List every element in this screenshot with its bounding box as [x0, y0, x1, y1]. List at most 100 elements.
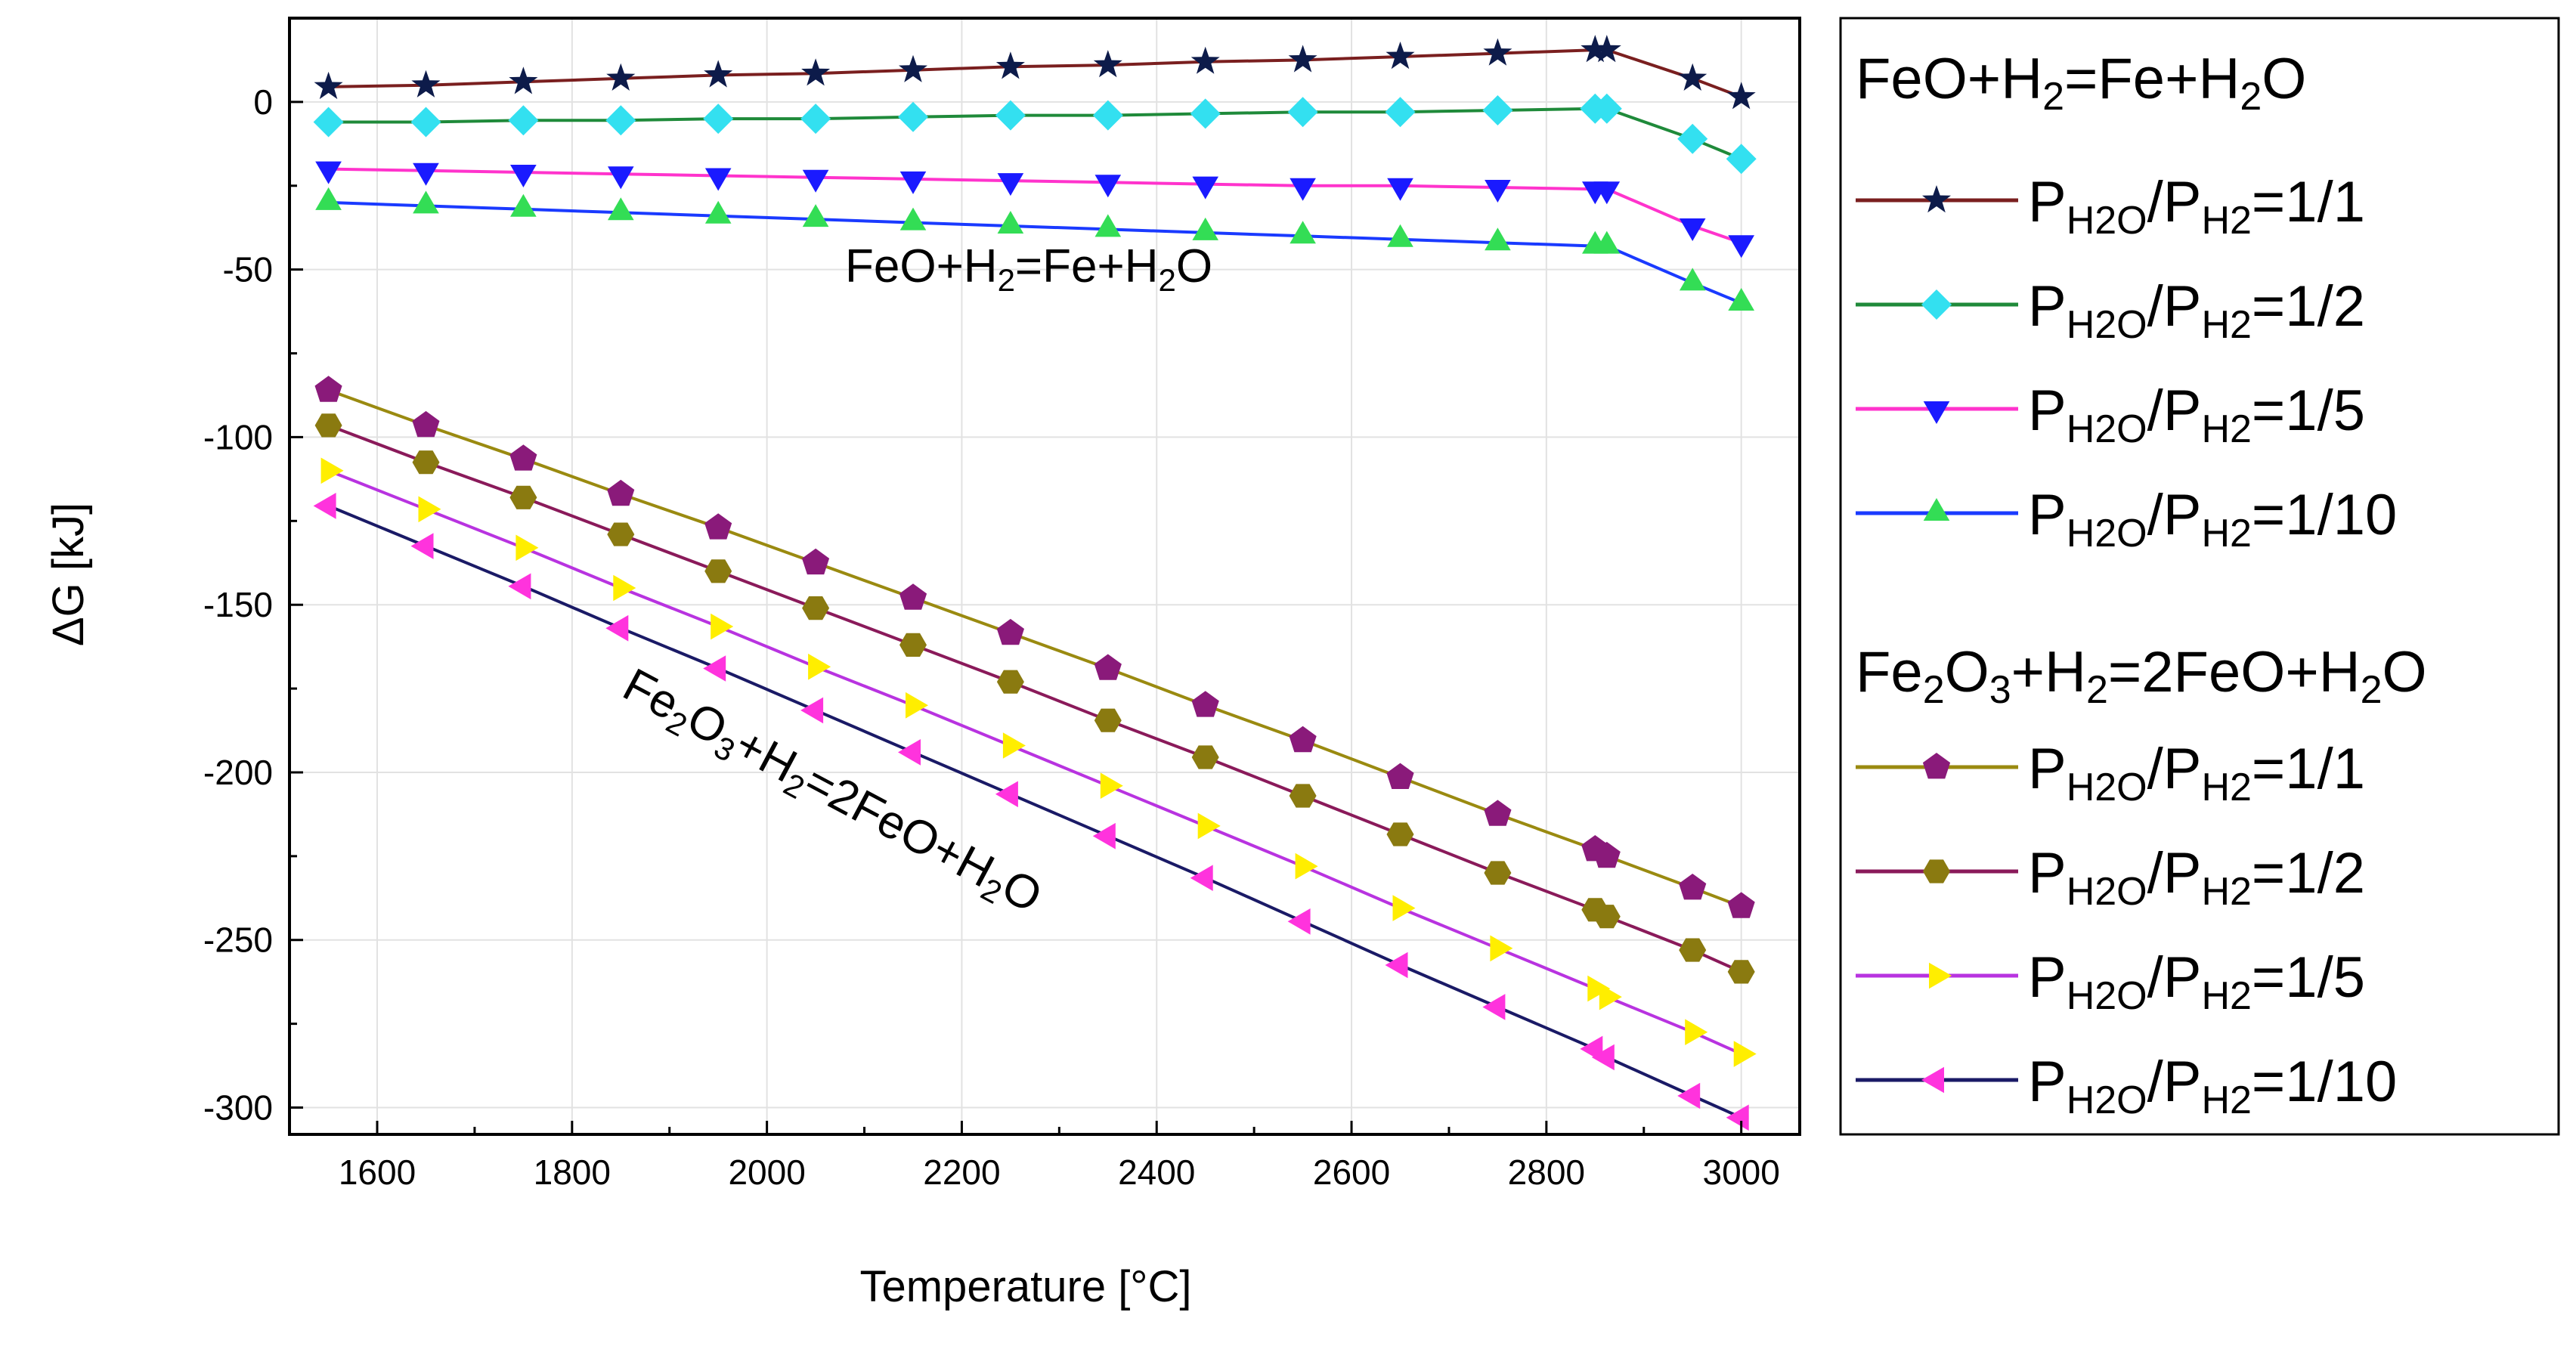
- data-point: [1677, 1082, 1701, 1109]
- data-point: [1679, 874, 1707, 900]
- data-point: [1094, 708, 1122, 732]
- y-tick-label: -250: [203, 921, 273, 960]
- legend-heading-2: Fe2O3+H2=2FeO+H2O: [1856, 640, 2427, 712]
- data-point: [606, 63, 636, 91]
- data-point: [1295, 852, 1318, 880]
- data-point: [1726, 144, 1757, 175]
- data-point: [1392, 895, 1416, 921]
- legend-label-part: /P: [2147, 841, 2202, 905]
- legend-heading-2-part: Fe: [1856, 640, 1923, 704]
- y-tick-label: -100: [203, 417, 273, 456]
- legend-label-part: =1/10: [2252, 1050, 2397, 1114]
- legend-item: PH2O/PH2=1/10: [1856, 483, 2397, 555]
- legend-swatch-marker: [1922, 753, 1951, 779]
- data-point: [1485, 227, 1511, 251]
- data-point: [1485, 180, 1511, 203]
- data-point: [1386, 763, 1414, 789]
- series-line: [327, 504, 1742, 1119]
- legend-label-part: /P: [2147, 379, 2202, 443]
- annotation-feo-part: 2: [998, 262, 1015, 298]
- data-point: [711, 613, 734, 640]
- data-point: [1677, 123, 1708, 154]
- x-tick-label: 2200: [923, 1153, 1000, 1192]
- legend-label-part: H2: [2201, 974, 2251, 1018]
- data-point: [1679, 938, 1707, 962]
- data-point: [1288, 45, 1317, 73]
- data-point: [1728, 288, 1754, 311]
- plot-frame: [288, 17, 1801, 1136]
- data-point: [1685, 1019, 1708, 1045]
- data-point: [898, 101, 928, 132]
- y-tick-label: -150: [203, 585, 273, 624]
- x-tick-label: 1800: [534, 1153, 611, 1192]
- data-point: [411, 70, 441, 97]
- data-point: [802, 548, 830, 575]
- data-point: [1581, 35, 1610, 63]
- annotation-feo-part: O: [1176, 240, 1212, 292]
- data-point: [800, 697, 824, 724]
- data-point: [314, 71, 343, 100]
- data-point: [413, 190, 439, 214]
- legend-label-part: H2: [2201, 303, 2251, 347]
- data-point: [1386, 42, 1415, 70]
- data-point: [410, 107, 441, 138]
- data-point: [1385, 97, 1416, 128]
- legend-heading-2-part: O: [1945, 640, 1989, 704]
- data-point: [1728, 235, 1754, 258]
- legend-label: PH2O/PH2=1/5: [2028, 379, 2365, 451]
- data-point: [413, 162, 439, 186]
- legend-swatch-marker: [1923, 498, 1950, 521]
- data-point: [704, 168, 732, 191]
- data-point: [605, 614, 629, 642]
- legend-label-part: =1/10: [2252, 483, 2397, 547]
- data-point: [1092, 822, 1116, 849]
- legend-label-part: =1/5: [2252, 945, 2365, 1010]
- series-1: [314, 35, 1756, 110]
- legend-heading-2-part: 2: [1923, 668, 1945, 712]
- legend-label-part: H2O: [2067, 870, 2147, 914]
- legend-label-part: H2O: [2067, 512, 2147, 555]
- data-point: [1727, 960, 1755, 984]
- data-point: [1094, 214, 1122, 237]
- legend-label-part: H2: [2201, 766, 2251, 809]
- data-point: [1726, 82, 1756, 110]
- data-point: [314, 413, 342, 438]
- series-line: [327, 469, 1742, 1056]
- legend-heading-2-part: 2: [2361, 668, 2382, 712]
- legend-heading-1: FeO+H2=Fe+H2O: [1856, 47, 2306, 119]
- data-point: [1094, 654, 1122, 680]
- data-point: [410, 533, 434, 559]
- data-point: [1093, 50, 1122, 78]
- legend-heading-1-part: =Fe+H: [2064, 47, 2240, 111]
- data-point: [800, 104, 831, 135]
- series-4: [315, 187, 1754, 311]
- legend-label-part: =1/1: [2252, 170, 2365, 234]
- legend-label-part: =1/2: [2252, 841, 2365, 905]
- legend-swatch-marker: [1923, 401, 1950, 424]
- legend-item: PH2O/PH2=1/1: [1856, 170, 2365, 243]
- legend-heading-2-part: =2FeO+H: [2108, 640, 2361, 704]
- legend-box: [1839, 17, 2560, 1136]
- legend-label-part: =1/5: [2252, 379, 2365, 443]
- data-point: [510, 165, 537, 187]
- data-point: [1727, 892, 1755, 918]
- data-point: [802, 596, 830, 620]
- data-point: [1386, 822, 1414, 846]
- data-point: [508, 105, 539, 136]
- data-point: [704, 60, 733, 88]
- data-point: [899, 54, 927, 82]
- data-point: [703, 655, 726, 682]
- data-point: [1100, 772, 1123, 799]
- x-tick-label: 2400: [1118, 1153, 1195, 1192]
- data-point: [1593, 231, 1621, 254]
- data-point: [1190, 98, 1221, 129]
- legend-heading-1-part: FeO+H: [1856, 47, 2042, 111]
- series-line: [328, 48, 1742, 99]
- legend-label-part: H2: [2201, 407, 2251, 451]
- data-point: [1484, 800, 1512, 826]
- series-6: [314, 413, 1755, 984]
- legend-label-part: H2O: [2067, 974, 2147, 1018]
- data-point: [313, 493, 336, 519]
- legend-label-part: =1/1: [2252, 737, 2365, 801]
